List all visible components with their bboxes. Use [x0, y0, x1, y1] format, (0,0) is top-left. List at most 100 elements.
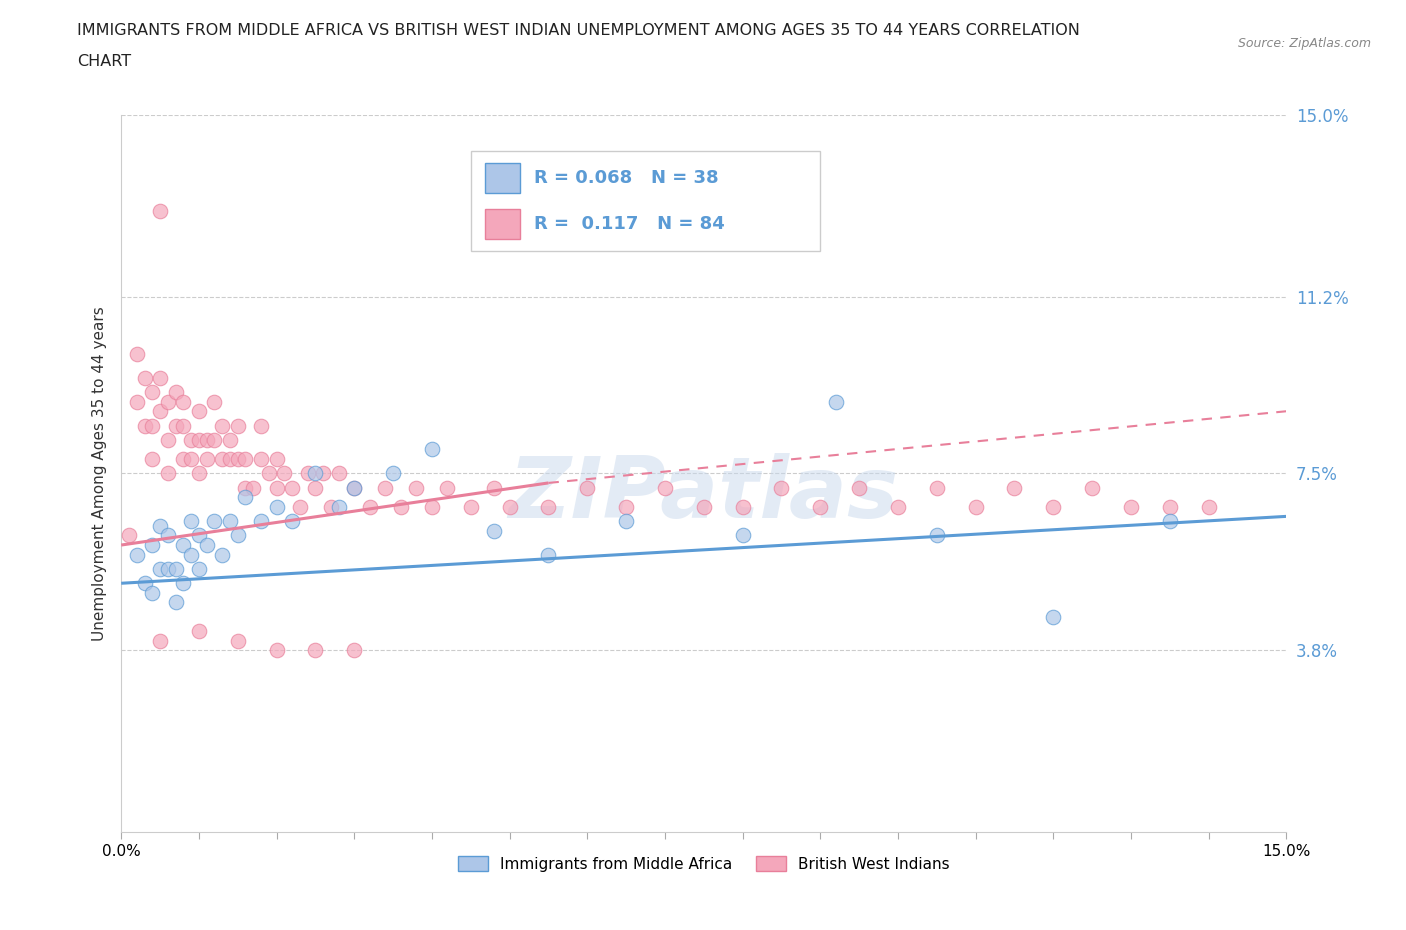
Point: [149, 203, 172, 218]
Point: [250, 452, 273, 467]
Text: ZIPatlas: ZIPatlas: [509, 453, 898, 537]
Point: [141, 538, 163, 552]
Point: [195, 432, 218, 447]
Point: [1119, 499, 1142, 514]
Point: [576, 480, 599, 495]
Point: [482, 524, 505, 538]
Point: [731, 499, 754, 514]
Point: [134, 418, 156, 433]
Point: [180, 513, 202, 528]
Point: [343, 643, 366, 658]
Point: [187, 624, 209, 639]
Point: [156, 394, 179, 409]
Point: [125, 347, 148, 362]
Point: [1198, 499, 1220, 514]
Point: [925, 528, 948, 543]
Point: [304, 466, 326, 481]
Point: [149, 404, 172, 418]
Point: [242, 480, 264, 495]
Point: [180, 432, 202, 447]
Point: [125, 394, 148, 409]
Point: [359, 499, 381, 514]
Point: [1081, 480, 1104, 495]
Point: [226, 418, 249, 433]
Y-axis label: Unemployment Among Ages 35 to 44 years: Unemployment Among Ages 35 to 44 years: [93, 306, 107, 641]
Point: [281, 480, 304, 495]
Point: [304, 480, 326, 495]
Point: [312, 466, 335, 481]
Point: [498, 499, 520, 514]
Point: [288, 499, 311, 514]
Point: [304, 643, 326, 658]
Point: [141, 418, 163, 433]
Point: [180, 547, 202, 562]
Point: [156, 562, 179, 577]
Point: [482, 480, 505, 495]
Point: [1004, 480, 1026, 495]
Point: [266, 480, 288, 495]
Point: [1042, 499, 1064, 514]
Point: [382, 466, 405, 481]
Point: [141, 385, 163, 400]
Text: Source: ZipAtlas.com: Source: ZipAtlas.com: [1237, 37, 1371, 50]
Text: CHART: CHART: [77, 54, 131, 69]
Point: [770, 480, 793, 495]
Point: [149, 633, 172, 648]
Point: [187, 466, 209, 481]
Point: [848, 480, 870, 495]
Point: [187, 432, 209, 447]
Point: [211, 452, 233, 467]
Point: [165, 418, 187, 433]
Point: [537, 547, 560, 562]
Point: [614, 499, 637, 514]
Point: [965, 499, 987, 514]
Point: [266, 452, 288, 467]
Legend: Immigrants from Middle Africa, British West Indians: Immigrants from Middle Africa, British W…: [451, 850, 956, 878]
Point: [436, 480, 458, 495]
Point: [204, 513, 226, 528]
Point: [180, 452, 202, 467]
Point: [273, 466, 295, 481]
Point: [654, 480, 676, 495]
Point: [693, 499, 716, 514]
Point: [808, 499, 831, 514]
Point: [250, 513, 273, 528]
Point: [281, 513, 304, 528]
Point: [235, 452, 257, 467]
Point: [343, 480, 366, 495]
Point: [141, 452, 163, 467]
Point: [319, 499, 342, 514]
Point: [297, 466, 319, 481]
Point: [537, 499, 560, 514]
Point: [149, 562, 172, 577]
Point: [172, 394, 194, 409]
Point: [195, 538, 218, 552]
Point: [460, 499, 482, 514]
Point: [266, 643, 288, 658]
Point: [420, 499, 443, 514]
Point: [226, 528, 249, 543]
Point: [250, 418, 273, 433]
Point: [134, 576, 156, 591]
Point: [172, 576, 194, 591]
Point: [165, 562, 187, 577]
Point: [328, 499, 350, 514]
Point: [165, 385, 187, 400]
Point: [226, 633, 249, 648]
Point: [187, 404, 209, 418]
Point: [235, 480, 257, 495]
Point: [165, 595, 187, 610]
Point: [172, 452, 194, 467]
Point: [211, 418, 233, 433]
Point: [328, 466, 350, 481]
Point: [219, 513, 242, 528]
Point: [925, 480, 948, 495]
Point: [1159, 513, 1181, 528]
Point: [219, 452, 242, 467]
Point: [226, 452, 249, 467]
Point: [731, 528, 754, 543]
Point: [141, 585, 163, 600]
Point: [172, 418, 194, 433]
Point: [614, 513, 637, 528]
Point: [172, 538, 194, 552]
